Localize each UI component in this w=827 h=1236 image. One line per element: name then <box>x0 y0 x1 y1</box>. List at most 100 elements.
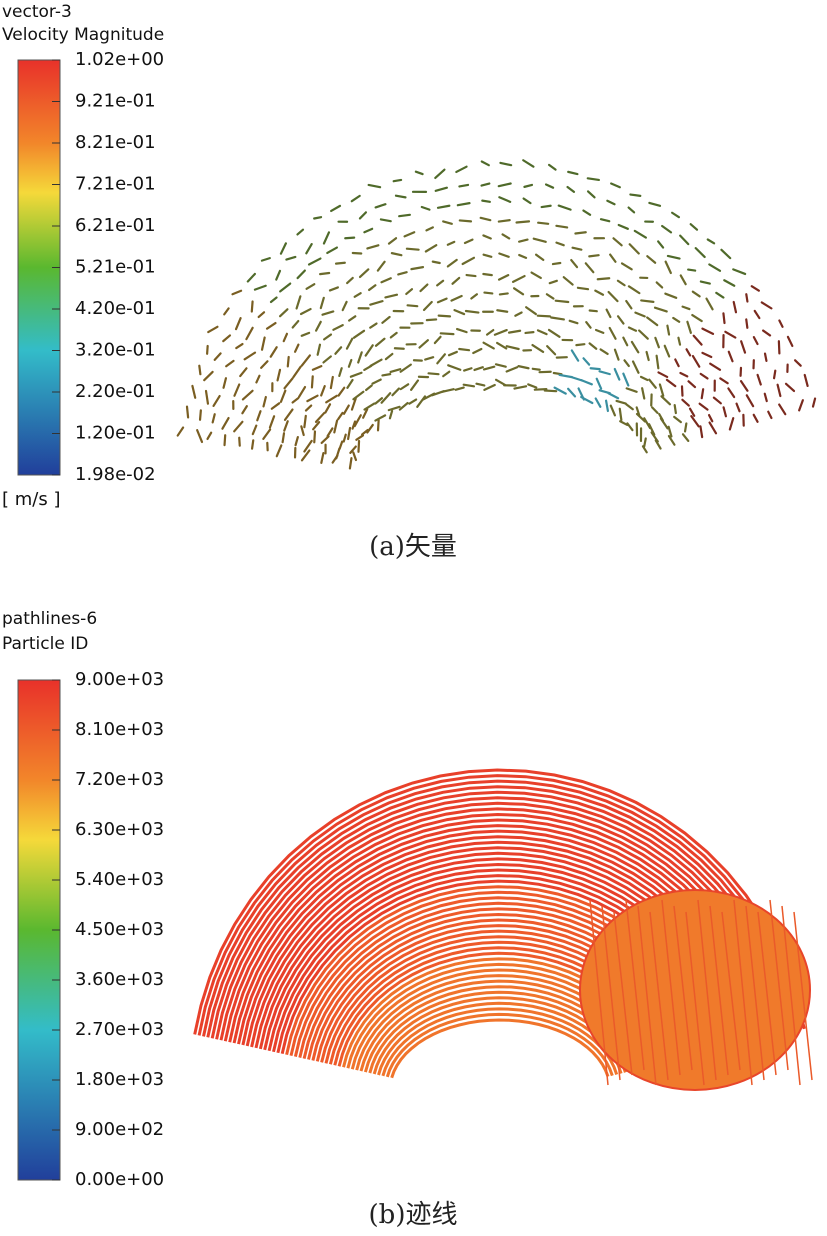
velocity-vector <box>191 384 197 399</box>
velocity-vector <box>739 380 749 392</box>
velocity-vector <box>699 372 709 380</box>
velocity-vector <box>588 342 598 350</box>
velocity-vector <box>483 383 496 392</box>
velocity-vector <box>522 159 535 168</box>
velocity-vector <box>213 352 222 361</box>
velocity-vector <box>681 433 690 442</box>
velocity-vector <box>681 398 690 407</box>
velocity-vector <box>708 263 722 272</box>
velocity-vector <box>458 347 471 352</box>
velocity-vector <box>346 378 354 389</box>
velocity-vector <box>364 344 374 357</box>
velocity-vector <box>545 293 555 300</box>
velocity-vector <box>441 388 455 393</box>
colorbar-label: 2.20e-01 <box>75 381 156 402</box>
velocity-vector <box>342 404 350 415</box>
velocity-vector <box>497 274 510 281</box>
outlet-face <box>579 889 811 1091</box>
colorbar-label: 9.00e+03 <box>75 669 164 690</box>
velocity-vector <box>607 392 620 400</box>
velocity-vector <box>363 227 374 234</box>
velocity-vector <box>688 407 696 417</box>
velocity-vector <box>255 374 261 384</box>
colorbar-label: 1.20e-01 <box>75 423 156 444</box>
velocity-vector <box>282 332 289 343</box>
velocity-vector <box>410 266 425 271</box>
velocity-vector <box>760 301 773 310</box>
velocity-vector <box>635 406 641 417</box>
velocity-vector <box>268 415 276 429</box>
velocity-vector <box>293 343 300 353</box>
velocity-vector <box>623 359 630 368</box>
velocity-vector <box>625 299 633 310</box>
velocity-vector <box>576 286 590 291</box>
velocity-vector <box>699 425 704 439</box>
velocity-vector <box>319 271 331 276</box>
velocity-vector <box>439 332 455 336</box>
velocity-vector <box>596 277 611 281</box>
velocity-vector <box>376 260 386 272</box>
velocity-vector <box>381 315 391 324</box>
velocity-vector <box>617 223 629 230</box>
velocity-vector <box>364 384 373 392</box>
velocity-vector <box>606 199 616 206</box>
velocity-vector <box>425 318 438 322</box>
velocity-vector <box>691 354 701 368</box>
velocity-vector <box>554 299 570 304</box>
velocity-vector <box>658 383 665 397</box>
velocity-vector <box>295 295 302 310</box>
legend-quantity: Velocity Magnitude <box>2 25 164 45</box>
velocity-vector <box>472 347 483 355</box>
velocity-vector <box>320 384 326 397</box>
velocity-vector <box>641 445 648 454</box>
velocity-vector <box>241 389 254 401</box>
velocity-vector <box>276 368 282 382</box>
pathline <box>601 905 621 1081</box>
pathline <box>193 768 806 1035</box>
velocity-vector <box>352 390 365 401</box>
colorbar-label: 8.10e+03 <box>75 719 164 740</box>
velocity-vector <box>523 183 534 188</box>
velocity-vector <box>424 244 438 253</box>
velocity-vector <box>234 316 242 331</box>
velocity-vector <box>269 296 278 304</box>
velocity-vector <box>498 196 512 203</box>
pathline <box>637 905 657 1086</box>
velocity-vector <box>447 364 462 371</box>
colorbar-label: 3.60e+03 <box>75 969 164 990</box>
velocity-vector <box>275 269 282 281</box>
velocity-vector <box>320 451 325 464</box>
velocity-vector <box>221 416 230 430</box>
velocity-vector <box>260 336 266 351</box>
velocity-vector <box>391 387 401 397</box>
velocity-vector <box>314 411 326 423</box>
velocity-vector <box>531 367 541 371</box>
velocity-vector <box>405 247 420 251</box>
velocity-vector <box>767 410 773 420</box>
velocity-vector <box>626 422 634 432</box>
pathline <box>385 1012 614 1078</box>
velocity-vector <box>243 351 257 361</box>
velocity-vector <box>355 434 365 441</box>
velocity-vector <box>661 224 673 234</box>
velocity-vector <box>705 297 714 311</box>
velocity-vector <box>367 183 382 189</box>
velocity-vector <box>667 434 676 446</box>
legend-title: pathlines-6 <box>2 609 97 629</box>
velocity-vector <box>648 201 662 207</box>
velocity-vector <box>342 433 347 443</box>
velocity-vector <box>482 365 496 371</box>
velocity-vector <box>379 218 392 223</box>
velocity-vector <box>422 300 433 312</box>
velocity-vector <box>311 365 323 371</box>
velocity-vector <box>517 365 530 370</box>
velocity-vector <box>414 170 424 176</box>
velocity-vector <box>723 279 736 287</box>
velocity-vector <box>425 226 434 232</box>
pathline <box>745 905 765 1081</box>
velocity-vector <box>325 394 338 404</box>
velocity-vector <box>727 350 734 363</box>
velocity-vector <box>334 261 346 265</box>
velocity-vector <box>745 318 749 329</box>
velocity-vector <box>655 354 660 370</box>
